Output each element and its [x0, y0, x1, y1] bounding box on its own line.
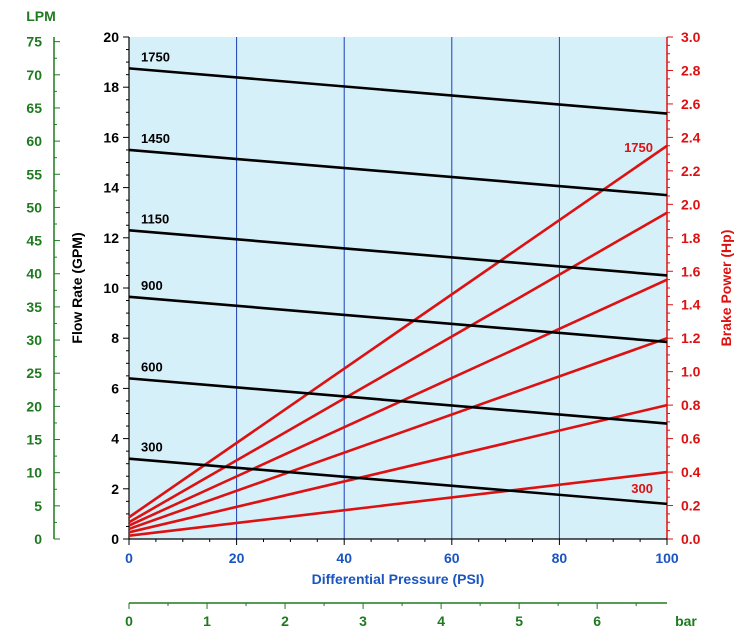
bar-tick-label: 4 [437, 613, 445, 629]
flow-line [128, 148, 668, 197]
bar-tick-label: 0 [125, 613, 133, 629]
lpm-tick-label: 20 [26, 398, 42, 414]
grid-lines [236, 37, 560, 539]
y-tick-label: 16 [103, 129, 119, 145]
x-axis-title: Differential Pressure (PSI) [312, 571, 485, 587]
flow-line [128, 67, 668, 115]
y2-tick-label: 2.0 [681, 196, 701, 212]
lpm-tick-label: 75 [26, 34, 42, 50]
flow-line-label: 300 [141, 440, 163, 455]
x-tick-label: 40 [336, 550, 352, 566]
bar-tick-label: 6 [593, 613, 601, 629]
y2-tick-label: 1.6 [681, 263, 701, 279]
x-tick-label: 20 [229, 550, 245, 566]
lpm-axis-title: LPM [26, 8, 56, 24]
flow-line-label: 1750 [141, 49, 170, 64]
y2-tick-label: 0.8 [681, 397, 701, 413]
y-tick-label: 10 [103, 280, 119, 296]
bar-tick-label: 5 [515, 613, 523, 629]
y2-tick-label: 1.0 [681, 364, 701, 380]
power-line [128, 278, 668, 527]
lpm-tick-label: 35 [26, 299, 42, 315]
x-tick-label: 80 [552, 550, 568, 566]
power-line [128, 403, 668, 534]
lpm-tick-label: 15 [26, 432, 42, 448]
y2-axis-title: Brake Power (Hp) [718, 230, 734, 347]
lpm-tick-label: 60 [26, 133, 42, 149]
flow-line [128, 457, 668, 506]
flow-line [128, 377, 668, 425]
y-tick-label: 18 [103, 79, 119, 95]
lpm-tick-label: 0 [34, 531, 42, 547]
lpm-tick-label: 70 [26, 67, 42, 83]
y-tick-label: 2 [111, 481, 119, 497]
y2-tick-label: 1.4 [681, 297, 701, 313]
y2-tick-label: 1.2 [681, 330, 701, 346]
bar-axis-title: bar [675, 613, 697, 629]
x-tick-label: 0 [125, 550, 133, 566]
y2-tick-label: 0.4 [681, 464, 701, 480]
y-tick-label: 8 [111, 330, 119, 346]
y2-tick-label: 3.0 [681, 29, 701, 45]
power-line [128, 470, 668, 537]
power-line-label: 1750 [624, 140, 653, 155]
y2-tick-label: 2.2 [681, 163, 701, 179]
series-labels: 1750 1450 1150 900 600 300 1750 300 [141, 49, 653, 496]
x-tick-label: 100 [655, 550, 679, 566]
tick-labels: 024681012141618200.00.20.40.60.81.01.21.… [26, 29, 700, 629]
bar-tick-label: 2 [281, 613, 289, 629]
y-tick-label: 4 [111, 431, 119, 447]
lpm-tick-label: 25 [26, 365, 42, 381]
plot-area [129, 37, 667, 539]
lpm-tick-label: 10 [26, 465, 42, 481]
power-line [128, 211, 668, 524]
flow-line [128, 228, 668, 277]
x-tick-label: 60 [444, 550, 460, 566]
y-tick-label: 0 [111, 531, 119, 547]
lpm-tick-label: 30 [26, 332, 42, 348]
flow-line [128, 295, 668, 344]
flow-line-label: 900 [141, 278, 163, 293]
bar-tick-label: 1 [203, 613, 211, 629]
axes [53, 36, 673, 609]
y-tick-label: 6 [111, 380, 119, 396]
y2-tick-label: 2.6 [681, 96, 701, 112]
flow-line-label: 600 [141, 359, 163, 374]
y-tick-label: 12 [103, 230, 119, 246]
brake-power-lines [128, 144, 668, 537]
power-line [128, 336, 668, 531]
flow-line-label: 1150 [141, 211, 169, 226]
flow-line-label: 1450 [141, 131, 170, 146]
lpm-tick-label: 40 [26, 266, 42, 282]
lpm-tick-label: 55 [26, 166, 42, 182]
lpm-tick-label: 50 [26, 199, 42, 215]
power-line-label: 300 [631, 481, 653, 496]
power-line [128, 144, 668, 519]
lpm-tick-label: 45 [26, 233, 42, 249]
lpm-tick-label: 5 [34, 498, 42, 514]
y2-tick-label: 0.2 [681, 498, 701, 514]
y2-tick-label: 2.4 [681, 129, 701, 145]
y2-tick-label: 1.8 [681, 230, 701, 246]
y2-tick-label: 2.8 [681, 62, 701, 78]
y-tick-label: 14 [103, 180, 119, 196]
bar-tick-label: 3 [359, 613, 367, 629]
y2-tick-label: 0.6 [681, 431, 701, 447]
y-tick-label: 20 [103, 29, 119, 45]
lpm-tick-label: 65 [26, 100, 42, 116]
flow-rate-lines [128, 67, 668, 506]
y2-tick-label: 0.0 [681, 531, 701, 547]
y-axis-title: Flow Rate (GPM) [69, 232, 85, 343]
